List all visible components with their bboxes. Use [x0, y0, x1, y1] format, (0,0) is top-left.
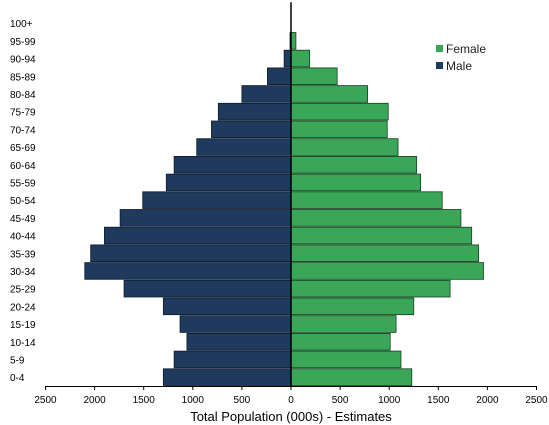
x-tick-label: 1000 [378, 395, 401, 406]
bar-female-10-14 [290, 332, 391, 351]
legend-swatch-female [436, 45, 443, 52]
bar-female-80-84 [290, 85, 368, 103]
bar-female-75-79 [290, 102, 389, 121]
bar-male-50-54 [142, 191, 292, 209]
bar-male-5-9 [173, 350, 292, 369]
legend-label-male: Male [446, 59, 472, 73]
bar-male-35-39 [90, 244, 292, 262]
bar-female-60-64 [290, 155, 418, 174]
y-tick-label: 90-94 [10, 55, 36, 66]
y-tick-label: 70-74 [10, 125, 36, 136]
y-tick-label: 40-44 [10, 232, 36, 243]
bar-male-20-24 [162, 297, 292, 316]
bar-male-15-19 [179, 315, 292, 333]
bar-male-80-84 [241, 85, 292, 103]
y-tick-label: 80-84 [10, 90, 36, 101]
bar-female-65-69 [290, 138, 399, 156]
legend-label-female: Female [446, 42, 486, 56]
x-axis-ticks: 2500 2000 1500 1000 500 0 500 1000 1500 2000 2500 [34, 386, 548, 406]
x-tick-label: 2000 [83, 395, 106, 406]
y-tick-label: 85-89 [10, 72, 36, 83]
y-tick-label: 25-29 [10, 285, 36, 296]
bar-female-55-59 [290, 173, 422, 192]
x-tick-label: 500 [234, 395, 251, 406]
y-tick-label: 10-14 [10, 338, 36, 349]
bar-male-70-74 [211, 120, 292, 139]
legend-swatch-male [436, 62, 443, 69]
x-tick-label: 2000 [476, 395, 499, 406]
bar-female-40-44 [290, 226, 473, 245]
bar-female-50-54 [290, 191, 443, 209]
y-tick-label: 55-59 [10, 178, 36, 189]
bar-male-65-69 [196, 138, 292, 156]
y-tick-label: 30-34 [10, 267, 36, 278]
x-tick-label: 2500 [34, 395, 57, 406]
bar-male-60-64 [173, 155, 292, 174]
x-tick-label: 1500 [133, 395, 156, 406]
y-tick-label: 20-24 [10, 302, 36, 313]
bar-male-75-79 [217, 102, 292, 121]
y-tick-label: 100+ [10, 19, 33, 30]
bar-male-45-49 [119, 209, 292, 227]
bar-female-20-24 [290, 297, 415, 316]
y-tick-label: 50-54 [10, 196, 36, 207]
y-tick-label: 5-9 [10, 355, 25, 366]
bar-male-10-14 [186, 332, 292, 351]
bar-female-70-74 [290, 120, 388, 139]
y-tick-label: 35-39 [10, 249, 36, 260]
y-tick-label: 75-79 [10, 108, 36, 119]
bar-male-85-89 [267, 67, 292, 86]
x-tick-label: 1000 [182, 395, 205, 406]
bar-female-85-89 [290, 67, 338, 86]
bar-female-90-94 [290, 49, 311, 68]
bar-male-25-29 [123, 279, 292, 298]
bar-male-40-44 [104, 226, 292, 245]
bars-group [84, 32, 484, 386]
y-tick-label: 0-4 [10, 373, 25, 384]
bar-female-45-49 [290, 209, 462, 227]
legend: Female Male [436, 42, 486, 73]
bar-female-5-9 [290, 350, 402, 369]
y-tick-label: 60-64 [10, 161, 36, 172]
y-tick-label: 95-99 [10, 37, 36, 48]
bar-male-55-59 [165, 173, 292, 192]
bar-female-30-34 [290, 262, 484, 280]
y-tick-label: 65-69 [10, 143, 36, 154]
x-axis-title: Total Population (000s) - Estimates [190, 409, 392, 424]
x-tick-label: 0 [288, 395, 294, 406]
bar-male-90-94 [283, 49, 292, 68]
y-axis-labels: 0-4 5-9 10-14 15-19 20-24 25-29 30-34 35-39 40-4… [10, 19, 36, 384]
y-tick-label: 45-49 [10, 214, 36, 225]
bar-male-0-4 [162, 368, 292, 386]
bar-female-25-29 [290, 279, 451, 298]
x-tick-label: 2500 [525, 395, 548, 406]
bar-female-35-39 [290, 244, 479, 262]
x-tick-label: 500 [332, 395, 349, 406]
y-tick-label: 15-19 [10, 320, 36, 331]
x-tick-label: 1500 [427, 395, 450, 406]
bar-female-15-19 [290, 315, 397, 333]
bar-female-0-4 [290, 368, 413, 386]
bar-male-30-34 [84, 262, 292, 280]
